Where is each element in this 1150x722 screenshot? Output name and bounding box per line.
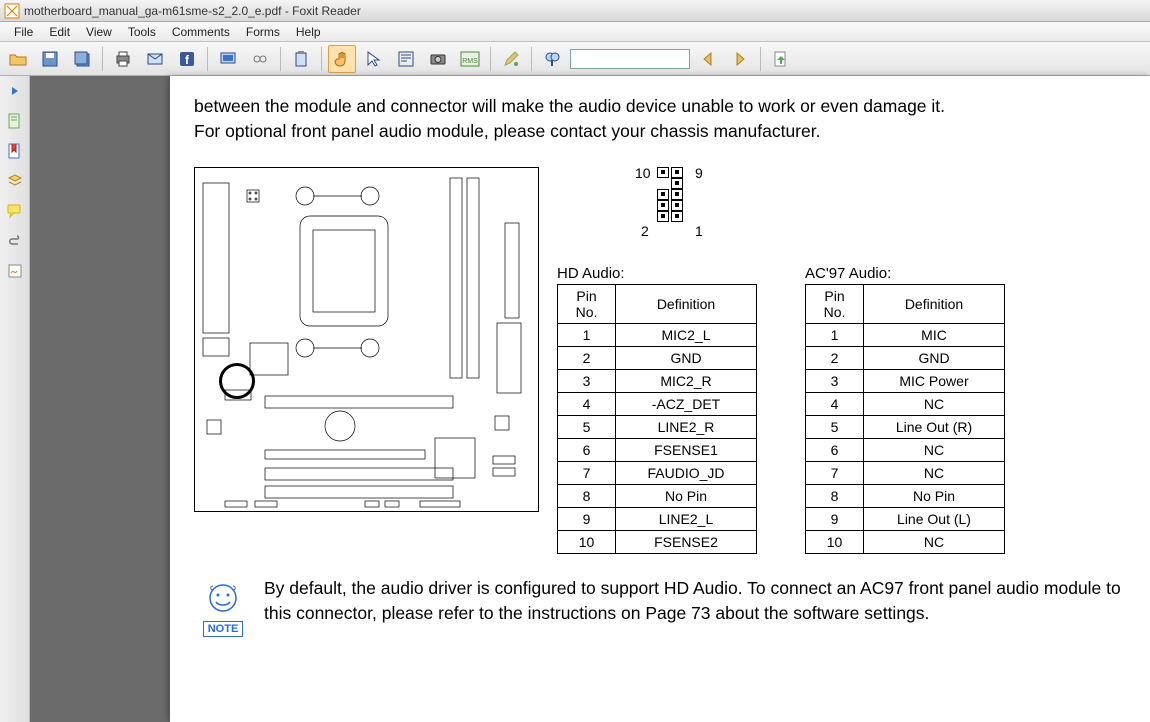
table-row: 7NC	[806, 461, 1005, 484]
find-input[interactable]	[570, 49, 690, 69]
hand-tool-button[interactable]	[328, 45, 356, 73]
document-area[interactable]: between the module and connector will ma…	[30, 76, 1150, 722]
table-row: 6NC	[806, 438, 1005, 461]
page-content: between the module and connector will ma…	[170, 76, 1150, 722]
table-row: 9Line Out (L)	[806, 507, 1005, 530]
note-icon: NOTE	[194, 576, 252, 637]
table-row: 8No Pin	[558, 484, 757, 507]
ac97-audio-table: Pin No. Definition 1MIC2GND3MIC Power4NC…	[805, 284, 1005, 554]
pen-button[interactable]	[497, 45, 525, 73]
svg-text:RMS: RMS	[462, 58, 478, 65]
find-button[interactable]	[538, 45, 566, 73]
pages-panel-button[interactable]	[4, 110, 26, 132]
ac97-audio-title: AC'97 Audio:	[805, 265, 1035, 282]
text-select-button[interactable]	[392, 45, 420, 73]
menu-edit[interactable]: Edit	[41, 23, 78, 41]
table-row: 10FSENSE2	[558, 530, 757, 553]
table-row: 3MIC2_R	[558, 369, 757, 392]
title-bar: motherboard_manual_ga-m61sme-s2_2.0_e.pd…	[0, 0, 1150, 22]
menu-comments[interactable]: Comments	[164, 23, 238, 41]
table-row: 1MIC2_L	[558, 323, 757, 346]
snapshot-button[interactable]	[424, 45, 452, 73]
facebook-button[interactable]: f	[173, 45, 201, 73]
print-button[interactable]	[109, 45, 137, 73]
motherboard-diagram	[194, 167, 539, 512]
select-tool-button[interactable]	[360, 45, 388, 73]
table-row: 5LINE2_R	[558, 415, 757, 438]
bookmarks-panel-button[interactable]	[4, 140, 26, 162]
menu-tools[interactable]: Tools	[120, 23, 164, 41]
table-row: 2GND	[806, 346, 1005, 369]
table-row: 4-ACZ_DET	[558, 392, 757, 415]
table-row: 5Line Out (R)	[806, 415, 1005, 438]
attachments-panel-button[interactable]	[4, 230, 26, 252]
signatures-panel-button[interactable]	[4, 260, 26, 282]
menu-view[interactable]: View	[78, 23, 120, 41]
note-text: By default, the audio driver is configur…	[264, 576, 1126, 627]
table-row: 7FAUDIO_JD	[558, 461, 757, 484]
clipboard-button[interactable]	[287, 45, 315, 73]
pin-header-diagram: 10 9 2 1	[557, 167, 787, 257]
hd-audio-table: Pin No. Definition 1MIC2_L2GND3MIC2_R4-A…	[557, 284, 757, 554]
menu-file[interactable]: File	[6, 23, 41, 41]
save-all-button[interactable]	[68, 45, 96, 73]
side-panel	[0, 76, 30, 722]
rms-button[interactable]: RMS	[456, 45, 484, 73]
menu-bar: File Edit View Tools Comments Forms Help	[0, 22, 1150, 42]
find-prev-button[interactable]	[694, 45, 722, 73]
find-next-button[interactable]	[726, 45, 754, 73]
collapse-panel-button[interactable]	[4, 80, 26, 102]
link-button[interactable]	[246, 45, 274, 73]
hd-audio-title: HD Audio:	[557, 265, 787, 282]
mail-button[interactable]	[141, 45, 169, 73]
export-button[interactable]	[767, 45, 795, 73]
table-row: 1MIC	[806, 323, 1005, 346]
table-row: 8No Pin	[806, 484, 1005, 507]
paragraph-2: For optional front panel audio module, p…	[194, 119, 1126, 144]
table-row: 3MIC Power	[806, 369, 1005, 392]
window-title: motherboard_manual_ga-m61sme-s2_2.0_e.pd…	[24, 4, 361, 18]
fullscreen-button[interactable]	[214, 45, 242, 73]
open-button[interactable]	[4, 45, 32, 73]
toolbar: f RMS	[0, 42, 1150, 76]
paragraph-1: between the module and connector will ma…	[194, 94, 1126, 119]
save-button[interactable]	[36, 45, 64, 73]
table-row: 9LINE2_L	[558, 507, 757, 530]
layers-panel-button[interactable]	[4, 170, 26, 192]
table-row: 10NC	[806, 530, 1005, 553]
menu-help[interactable]: Help	[288, 23, 329, 41]
connector-highlight-circle	[219, 363, 255, 399]
app-icon	[4, 3, 20, 19]
table-row: 2GND	[558, 346, 757, 369]
table-row: 4NC	[806, 392, 1005, 415]
menu-forms[interactable]: Forms	[238, 23, 288, 41]
table-row: 6FSENSE1	[558, 438, 757, 461]
comments-panel-button[interactable]	[4, 200, 26, 222]
